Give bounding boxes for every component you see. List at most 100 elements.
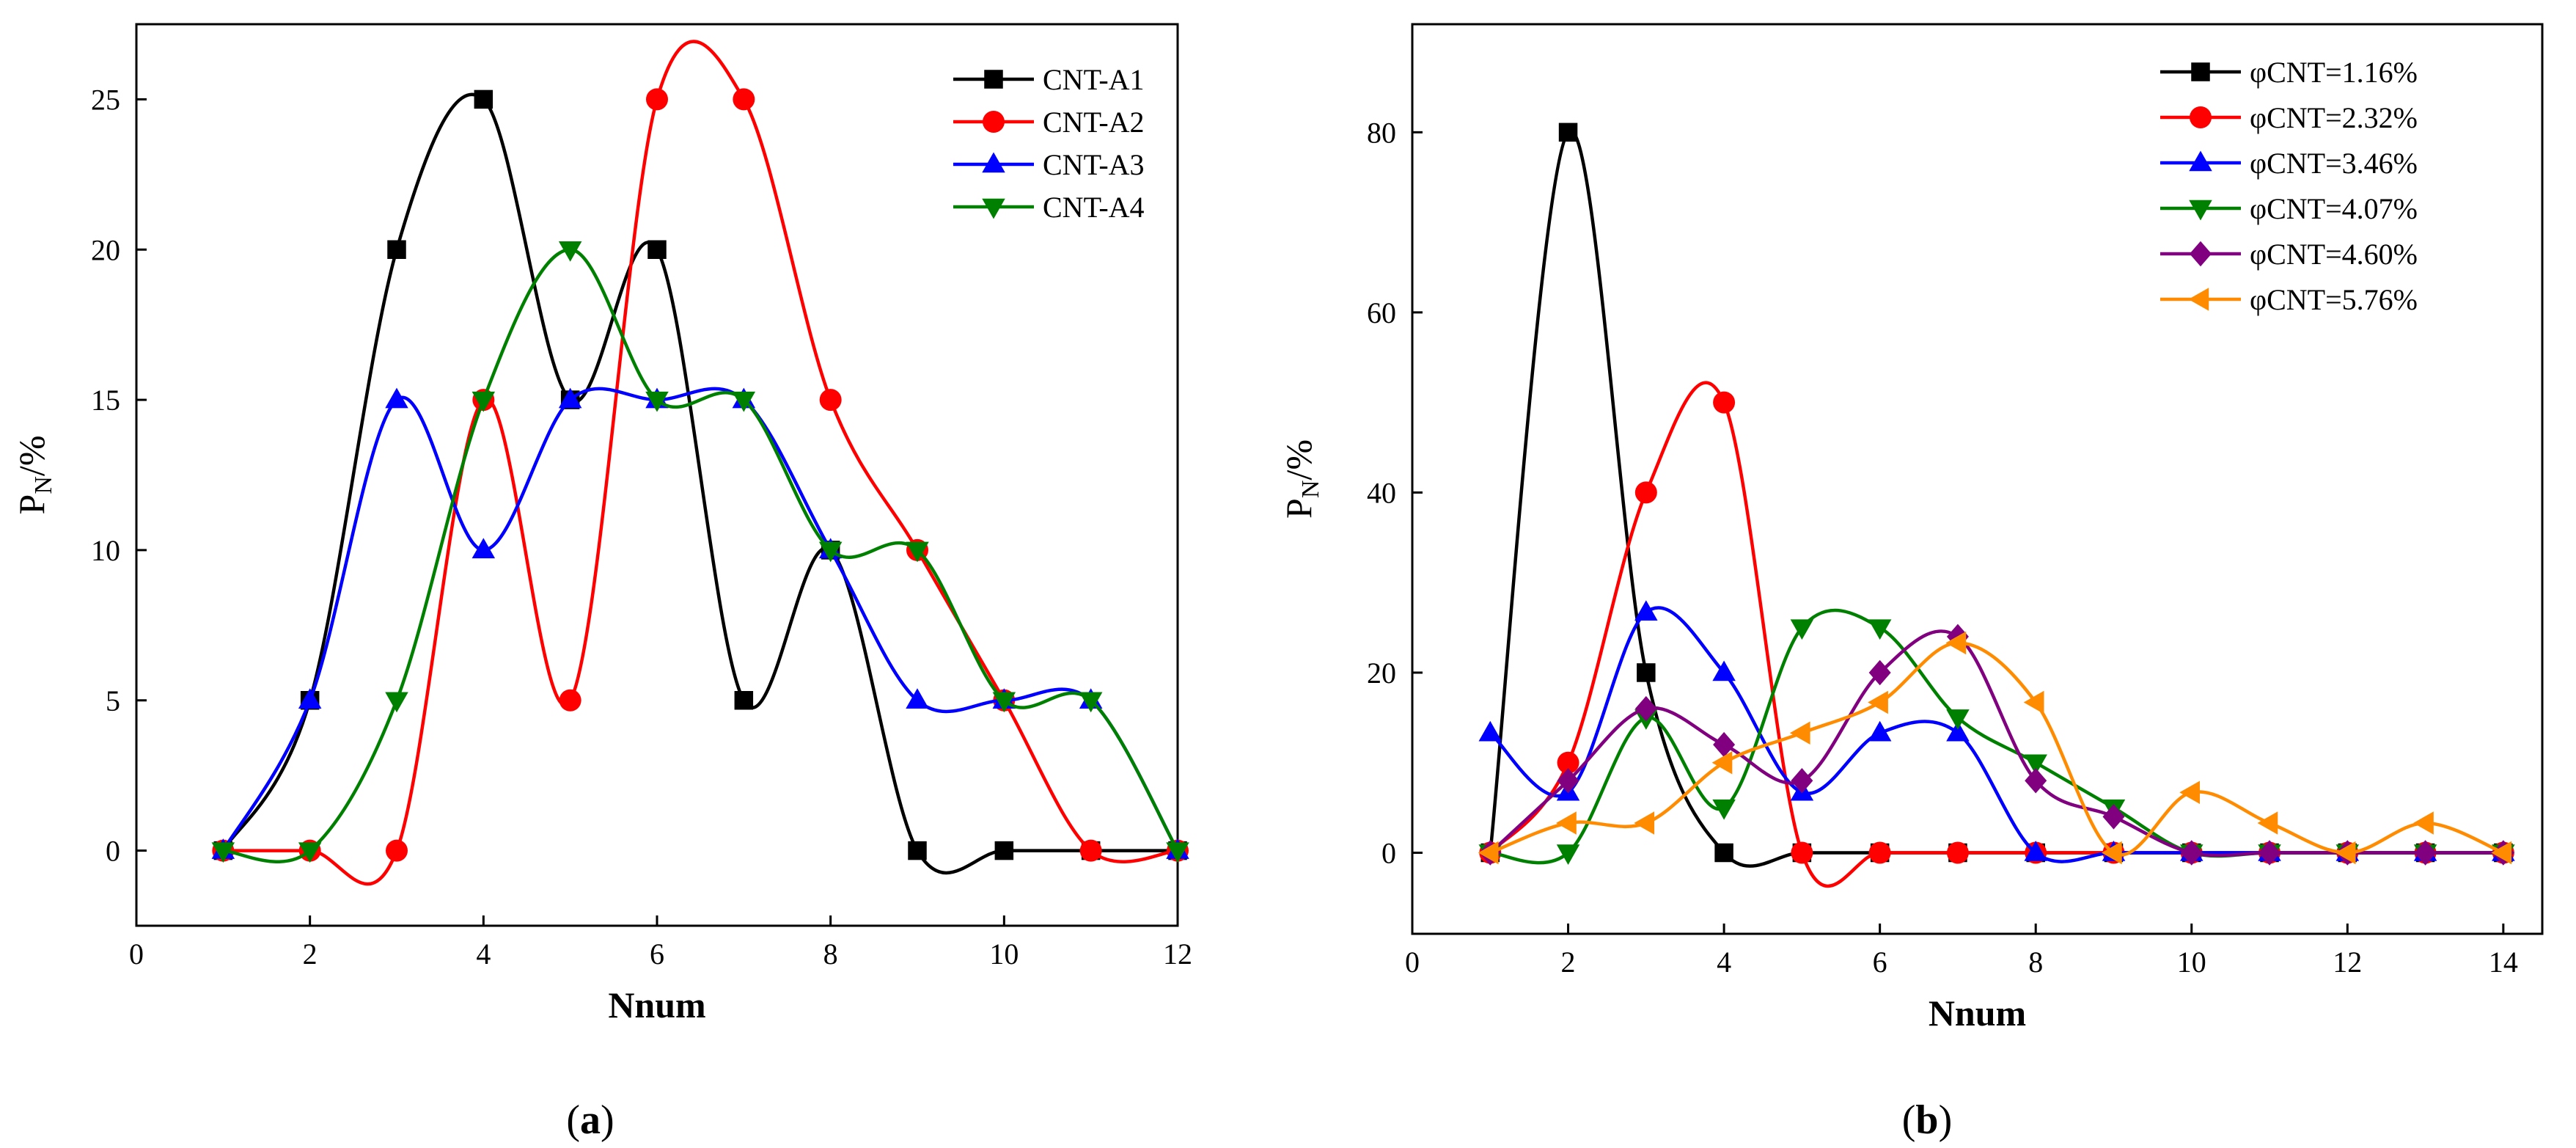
data-point-cnt-4-60-9 bbox=[2102, 804, 2125, 830]
legend-label-cnt-a1: CNT-A1 bbox=[1043, 63, 1145, 96]
x-tick-label: 6 bbox=[650, 937, 664, 970]
legend-marker-cnt-2-32 bbox=[2190, 106, 2212, 128]
data-point-cnt-a3-4 bbox=[471, 538, 496, 559]
data-point-cnt-a1-6 bbox=[647, 240, 667, 259]
series-cnt-5-76 bbox=[1478, 631, 2512, 865]
data-point-cnt-3-46-8 bbox=[2024, 841, 2047, 861]
series-line-cnt-a4 bbox=[221, 248, 1180, 864]
data-point-cnt-5-76-3 bbox=[1634, 811, 1655, 835]
data-point-cnt-5-76-10 bbox=[2179, 780, 2201, 804]
series-line-cnt-2-32 bbox=[1489, 381, 2506, 888]
data-point-cnt-3-46-4 bbox=[1712, 660, 1736, 681]
data-point-cnt-5-76-8 bbox=[2023, 690, 2044, 714]
legend-label-cnt-3-46: φCNT=3.46% bbox=[2250, 147, 2418, 180]
data-point-cnt-2-32-4 bbox=[1713, 391, 1736, 414]
y-tick-label: 80 bbox=[1367, 116, 1396, 149]
x-axis-label: Nnum bbox=[1929, 992, 2026, 1034]
data-point-cnt-a4-6 bbox=[645, 391, 669, 412]
data-point-cnt-a3-3 bbox=[385, 387, 408, 409]
series-cnt-2-32 bbox=[1479, 381, 2514, 888]
data-point-cnt-2-32-3 bbox=[1634, 481, 1657, 504]
data-point-cnt-a2-11 bbox=[1079, 839, 1102, 862]
data-point-cnt-a1-4 bbox=[474, 89, 493, 109]
data-point-cnt-a3-9 bbox=[906, 688, 929, 709]
data-point-cnt-5-76-14 bbox=[2491, 841, 2512, 865]
x-tick-label: 14 bbox=[2489, 946, 2518, 979]
x-tick-label: 2 bbox=[1561, 946, 1576, 979]
data-point-cnt-4-07-6 bbox=[1868, 619, 1892, 640]
legend-label-cnt-a2: CNT-A2 bbox=[1043, 106, 1145, 139]
data-point-cnt-4-60-11 bbox=[2258, 840, 2281, 866]
legend-marker-cnt-a3 bbox=[982, 152, 1005, 173]
data-point-cnt-5-76-9 bbox=[2101, 841, 2122, 865]
data-point-cnt-2-32-7 bbox=[1946, 841, 1969, 864]
data-point-cnt-3-46-1 bbox=[1478, 720, 1502, 742]
series-line-cnt-a2 bbox=[221, 40, 1180, 886]
x-tick-label: 10 bbox=[2177, 946, 2206, 979]
x-tick-label: 2 bbox=[303, 937, 318, 970]
x-tick-label: 8 bbox=[823, 937, 838, 970]
data-point-cnt-a4-1 bbox=[211, 842, 235, 863]
x-tick-label: 12 bbox=[2333, 946, 2362, 979]
x-tick-label: 4 bbox=[476, 937, 491, 970]
legend-label-cnt-a3: CNT-A3 bbox=[1043, 148, 1145, 181]
data-point-cnt-5-76-2 bbox=[1556, 811, 1577, 835]
x-tick-label: 6 bbox=[1873, 946, 1887, 979]
data-point-cnt-5-76-4 bbox=[1711, 750, 1733, 775]
data-point-cnt-a2-3 bbox=[386, 839, 408, 862]
y-axis-label: PN/% bbox=[1278, 439, 1324, 519]
y-tick-label: 0 bbox=[1381, 837, 1396, 870]
data-point-cnt-5-76-7 bbox=[1945, 631, 1967, 655]
series-cnt-3-46 bbox=[1478, 600, 2515, 863]
caption-a: (a) bbox=[566, 1097, 614, 1143]
x-tick-label: 0 bbox=[129, 937, 144, 970]
legend-label-cnt-4-07: φCNT=4.07% bbox=[2250, 192, 2418, 225]
plot-frame bbox=[1411, 23, 2544, 935]
data-point-cnt-4-60-13 bbox=[2414, 840, 2437, 866]
data-point-cnt-3-46-7 bbox=[1946, 720, 1970, 742]
data-point-cnt-a4-3 bbox=[385, 692, 408, 713]
y-tick-label: 60 bbox=[1367, 296, 1396, 329]
series-cnt-a4 bbox=[211, 241, 1189, 864]
legend-label-cnt-4-60: φCNT=4.60% bbox=[2250, 238, 2418, 271]
data-point-cnt-4-07-2 bbox=[1556, 844, 1580, 866]
data-point-cnt-2-32-5 bbox=[1791, 841, 1813, 864]
data-point-cnt-a1-3 bbox=[387, 240, 406, 259]
caption-b: (b) bbox=[1902, 1097, 1952, 1143]
data-point-cnt-a3-2 bbox=[298, 688, 322, 709]
legend-marker-cnt-5-76 bbox=[2188, 288, 2209, 311]
data-point-cnt-5-76-11 bbox=[2257, 811, 2278, 835]
data-point-cnt-2-32-6 bbox=[1868, 841, 1891, 864]
y-tick-label: 20 bbox=[1367, 657, 1396, 690]
chart-panel-b: 0 2 4 6 8 10 12 14 0 20 40 60 80 Nnum PN/% φCNT=1.16% φC… bbox=[1278, 23, 2544, 1034]
data-point-cnt-5-76-13 bbox=[2413, 811, 2434, 835]
y-axis-label: PN/% bbox=[11, 436, 57, 515]
data-point-cnt-a2-7 bbox=[733, 88, 755, 111]
series-cnt-a1 bbox=[213, 89, 1187, 875]
data-point-cnt-4-07-5 bbox=[1790, 619, 1814, 640]
data-point-cnt-a1-10 bbox=[994, 841, 1014, 860]
data-point-cnt-2-32-2 bbox=[1557, 751, 1579, 774]
data-point-cnt-4-60-6 bbox=[1868, 659, 1891, 686]
legend-label-cnt-2-32: φCNT=2.32% bbox=[2250, 101, 2418, 134]
data-point-cnt-3-46-3 bbox=[1634, 600, 1658, 621]
data-point-cnt-a4-4 bbox=[471, 391, 496, 412]
data-point-cnt-4-60-4 bbox=[1713, 731, 1736, 758]
data-point-cnt-a2-8 bbox=[819, 389, 842, 412]
data-point-cnt-a4-9 bbox=[906, 541, 929, 563]
data-point-cnt-4-07-8 bbox=[2024, 754, 2047, 775]
chart-panel-a: 0 2 4 6 8 10 12 0 5 10 15 20 25 Nnum PN/% CNT-A1 CNT-A2 C… bbox=[11, 23, 1192, 1025]
y-tick-label: 15 bbox=[91, 384, 120, 417]
data-point-cnt-a1-9 bbox=[908, 841, 927, 860]
legend-marker-cnt-3-46 bbox=[2189, 150, 2212, 172]
data-point-cnt-4-60-5 bbox=[1791, 768, 1813, 794]
legend-marker-cnt-4-07 bbox=[2189, 200, 2212, 221]
data-point-cnt-5-76-12 bbox=[2335, 841, 2356, 865]
legend-marker-cnt-a2 bbox=[983, 111, 1005, 133]
legend-marker-cnt-1-16 bbox=[2191, 62, 2210, 81]
data-point-cnt-4-60-3 bbox=[1634, 695, 1657, 722]
data-point-cnt-a2-5 bbox=[559, 689, 581, 712]
data-point-cnt-4-60-10 bbox=[2180, 840, 2203, 866]
legend-marker-cnt-a1 bbox=[984, 70, 1003, 89]
